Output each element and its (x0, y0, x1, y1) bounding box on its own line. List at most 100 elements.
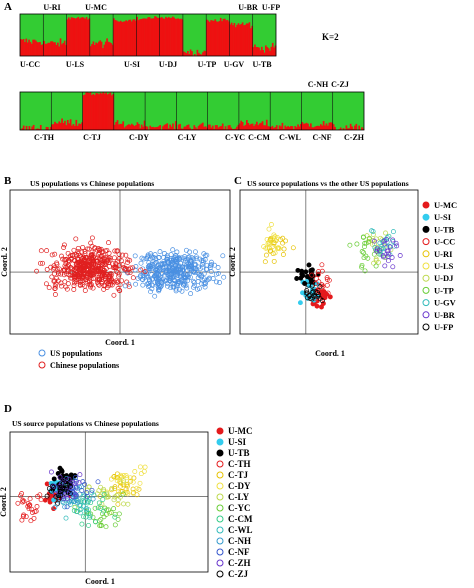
scatter-point (68, 253, 74, 259)
scatter-point (179, 255, 185, 261)
scatter-point (116, 263, 122, 268)
scatter-point (128, 478, 134, 484)
structure-bar (281, 122, 284, 130)
legend-marker (216, 548, 224, 556)
structure-bar (146, 126, 149, 130)
structure-bar (196, 49, 199, 56)
legend-label: C-ZH (228, 558, 251, 568)
scatter-point (112, 494, 118, 500)
legend-label: U-RI (434, 249, 453, 259)
scatter-point (57, 486, 63, 492)
scatter-point (117, 474, 123, 479)
structure-bar (126, 124, 129, 130)
scatter-point (376, 247, 382, 253)
scatter-point (112, 511, 118, 517)
structure-bar (162, 18, 165, 56)
scatter-point (85, 499, 91, 504)
scatter-point (54, 501, 60, 507)
structure-bar (214, 125, 217, 130)
structure-bar (226, 19, 229, 56)
structure-bar (56, 42, 59, 56)
scatter-point (73, 474, 79, 480)
scatter-point (125, 257, 131, 263)
scatter-point (170, 267, 176, 273)
legend-label: U-LS (434, 261, 454, 271)
scatter-point (385, 258, 391, 264)
scatter-point (121, 473, 127, 478)
scatter-point (76, 484, 82, 490)
scatter-point (38, 248, 44, 254)
structure-bar (339, 127, 342, 130)
structure-bar (61, 118, 63, 130)
scatter-point (18, 493, 24, 499)
scatter-point (130, 490, 136, 496)
scatter-point (37, 260, 43, 266)
structure-bar (79, 124, 82, 130)
scatter-point (56, 496, 62, 502)
k-label: K=2 (322, 32, 339, 42)
structure-bar (233, 129, 235, 130)
scatter-point (107, 257, 113, 263)
scatter-point (92, 266, 98, 272)
scatter-point (170, 284, 176, 290)
population-label: C-TJ (83, 133, 101, 142)
scatter-point (390, 237, 396, 243)
structure-bar (181, 19, 184, 56)
scatter-point (220, 253, 226, 259)
legend-marker (38, 349, 46, 357)
scatter-point (132, 469, 138, 474)
scatter-point (271, 258, 277, 264)
scatter-point (262, 259, 268, 265)
scatter-point (78, 254, 84, 260)
structure-bar (98, 41, 100, 56)
scatter-point (108, 510, 114, 515)
scatter-point (52, 286, 58, 292)
structure-bar (52, 42, 55, 56)
scatter-point (117, 282, 123, 288)
structure-bar (270, 126, 272, 130)
scatter-point (88, 240, 94, 246)
population-label: C-CM (248, 133, 270, 142)
scatter-point (143, 273, 149, 279)
scatter-point (209, 262, 215, 268)
scatter-point (324, 275, 330, 281)
panel-label-b: B (4, 175, 12, 187)
structure-bar (166, 123, 169, 130)
scatter-point (315, 293, 321, 299)
scatter-point (101, 491, 107, 497)
scatter-point (183, 282, 189, 288)
legend-label: US populations (50, 349, 102, 358)
structure-bar (122, 121, 125, 130)
scatter-point (173, 256, 179, 262)
scatter-point (146, 266, 152, 272)
structure-bar (96, 43, 99, 56)
structure-bar (75, 119, 78, 130)
structure-bar (225, 20, 228, 56)
population-label: C-YC (225, 133, 245, 142)
structure-bar (85, 17, 88, 57)
structure-bar (154, 16, 156, 56)
structure-bar (50, 41, 52, 56)
population-label: U-CC (20, 60, 40, 69)
scatter-point (61, 245, 67, 250)
scatter-point (131, 490, 137, 496)
scatter-point (54, 261, 60, 267)
legend-marker (216, 559, 224, 567)
structure-bar (81, 122, 83, 130)
structure-bar (173, 17, 175, 56)
scatter-point (125, 491, 131, 497)
scatter-point (215, 270, 221, 276)
scatter-point (90, 514, 96, 520)
structure-bar (264, 125, 267, 130)
scatter-point (99, 511, 105, 517)
structure-bar (21, 128, 24, 130)
scatter-point (72, 481, 78, 486)
scatter-point (34, 268, 40, 274)
scatter-point (124, 279, 130, 285)
structure-bar (222, 18, 225, 56)
structure-bar (106, 94, 109, 130)
scatter-point (150, 276, 156, 282)
scatter-point (85, 262, 91, 268)
scatter-point (90, 285, 96, 291)
scatter-point (72, 498, 78, 504)
